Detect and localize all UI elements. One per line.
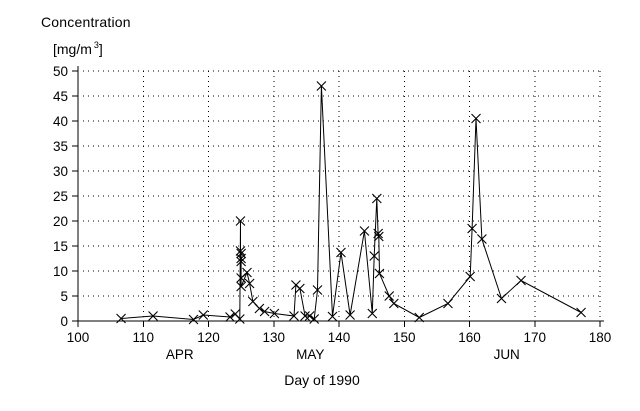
data-point-marker [236, 281, 247, 292]
y-tick-label: 15 [53, 239, 68, 254]
y-axis-unit-suffix: ] [98, 41, 103, 57]
data-point-marker [477, 234, 487, 244]
data-point-marker [465, 271, 476, 282]
data-point-marker [236, 248, 247, 259]
x-tick-label: 120 [197, 330, 220, 345]
data-point-marker [373, 228, 384, 239]
data-point-marker [367, 308, 378, 319]
data-point-marker [369, 251, 380, 261]
y-tick-label: 20 [53, 214, 68, 229]
data-point-marker [336, 247, 346, 258]
x-tick-label: 160 [458, 330, 481, 345]
data-point-marker [236, 256, 247, 267]
data-point-marker [327, 311, 338, 322]
x-tick-label: 140 [328, 330, 351, 345]
data-point-marker [316, 81, 327, 91]
data-point-marker [148, 311, 158, 321]
y-axis-unit: [mg/m 3] [53, 40, 103, 57]
data-point-marker [244, 278, 255, 289]
data-point-marker [294, 283, 305, 294]
data-point-marker [373, 231, 384, 242]
x-tick-label: 110 [132, 330, 154, 345]
y-tick-label: 50 [53, 64, 68, 79]
x-axis-title: Day of 1990 [284, 372, 360, 388]
x-tick-label: 150 [393, 330, 416, 345]
data-point-marker [234, 314, 245, 324]
data-point-marker [116, 313, 126, 324]
y-axis-unit-superscript: 3 [93, 40, 99, 50]
data-point-marker [304, 311, 315, 321]
y-tick-label: 0 [60, 314, 68, 329]
x-tick-label: 130 [262, 330, 285, 345]
month-label: APR [166, 347, 194, 362]
data-point-marker [254, 303, 265, 314]
data-point-marker [359, 226, 370, 236]
data-point-marker [225, 312, 235, 322]
y-tick-label: 40 [53, 114, 68, 129]
data-point-marker [236, 253, 247, 264]
data-point-marker [471, 113, 481, 124]
data-point-marker [374, 268, 385, 279]
y-axis-unit-prefix: [mg/m [53, 41, 92, 57]
data-point-marker [300, 311, 310, 321]
month-label: JUN [494, 347, 520, 362]
data-point-marker [516, 275, 526, 286]
data-point-marker [235, 246, 246, 256]
x-tick-label: 100 [67, 330, 90, 345]
data-point-marker [242, 267, 252, 278]
data-point-marker [345, 310, 355, 320]
data-point-marker [414, 312, 425, 323]
y-tick-label: 30 [53, 164, 68, 179]
data-point-marker [496, 293, 507, 304]
data-point-marker [198, 310, 209, 320]
data-point-marker [269, 308, 280, 319]
y-tick-label: 25 [53, 189, 68, 204]
data-point-marker [443, 298, 453, 309]
x-tick-label: 180 [589, 330, 612, 345]
y-tick-label: 35 [53, 139, 68, 154]
month-label: MAY [296, 347, 324, 362]
data-point-marker [371, 193, 382, 204]
data-point-marker [289, 311, 299, 321]
data-point-marker [467, 223, 477, 234]
y-tick-label: 45 [53, 89, 68, 104]
chart-title: Concentration [41, 14, 131, 30]
data-point-marker [188, 314, 199, 325]
y-tick-label: 10 [53, 264, 68, 279]
data-point-marker [235, 216, 246, 226]
y-tick-label: 5 [60, 289, 68, 304]
data-point-marker [576, 307, 586, 318]
data-point-marker [388, 298, 399, 309]
data-point-marker [309, 314, 320, 324]
data-point-marker [312, 285, 323, 295]
series-line [121, 85, 582, 321]
data-point-marker [259, 306, 270, 317]
data-point-marker [384, 291, 395, 301]
x-tick-label: 170 [523, 330, 546, 345]
